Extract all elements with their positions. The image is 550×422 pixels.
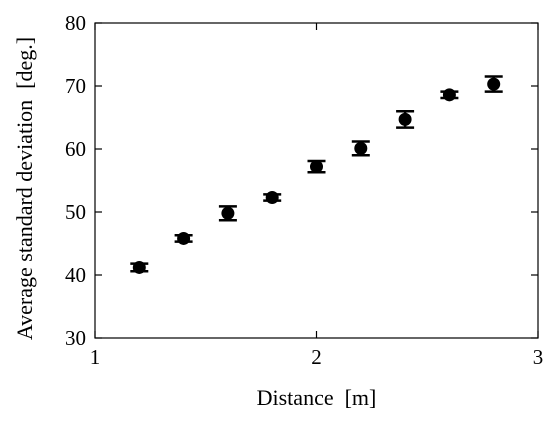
data-points [130,75,503,274]
point-marker [132,260,146,274]
data-point-7 [440,88,459,102]
y-tick-label: 30 [65,326,86,350]
data-point-3 [263,191,282,205]
y-tick-label: 40 [65,263,86,287]
data-point-0 [130,260,149,274]
data-point-4 [307,159,326,174]
y-tick-label: 50 [65,200,86,224]
point-marker [354,141,368,155]
x-axis-label: Distance [m] [257,385,377,410]
data-point-8 [484,75,503,93]
y-axis-label: Average standard deviation [deg.] [12,37,37,340]
y-tick-label: 60 [65,137,86,161]
tick-labels: 30 40 50 60 70 80 1 2 3 [65,11,543,369]
x-tick-label: 2 [311,345,322,369]
data-point-5 [351,140,370,157]
point-marker [310,160,323,174]
data-point-2 [218,205,237,222]
data-point-6 [396,109,415,129]
axis-ticks [94,22,539,339]
point-marker [221,206,235,220]
point-marker [177,231,191,245]
data-point-1 [174,231,193,245]
y-tick-label: 70 [65,74,86,98]
point-marker [265,191,279,205]
x-tick-label: 3 [533,345,544,369]
x-tick-label: 1 [90,345,101,369]
point-marker [487,77,501,91]
plot-area-frame [94,22,539,339]
point-marker [442,88,456,102]
point-marker [398,112,412,126]
y-tick-label: 80 [65,11,86,35]
